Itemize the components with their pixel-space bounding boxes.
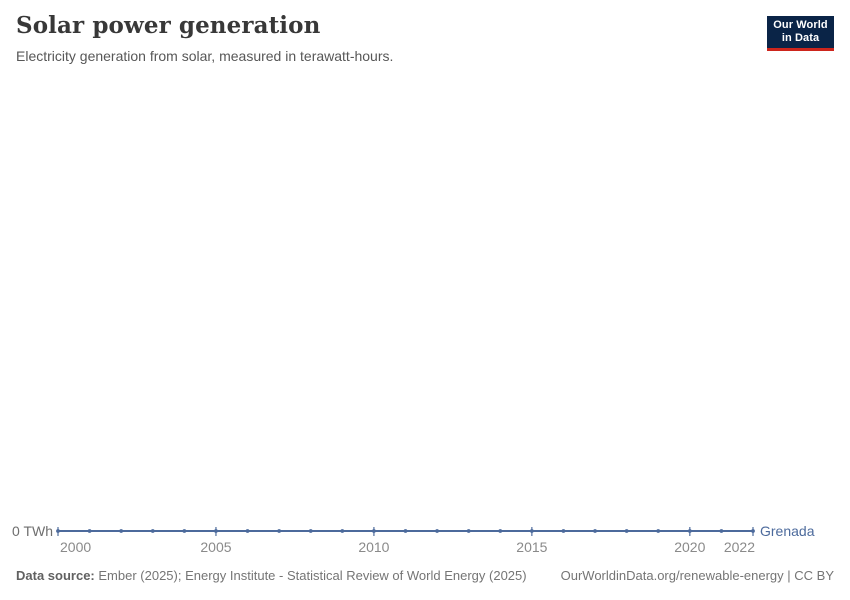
- data-point-dot[interactable]: [624, 529, 629, 533]
- data-point-dot[interactable]: [656, 529, 661, 533]
- data-point-dot[interactable]: [340, 529, 345, 533]
- data-point-dot[interactable]: [182, 529, 187, 533]
- owid-logo-line1: Our World: [773, 18, 828, 31]
- data-point-dot[interactable]: [150, 529, 155, 533]
- data-point-dot[interactable]: [372, 529, 376, 533]
- data-point-dot[interactable]: [561, 529, 566, 533]
- data-point-dot[interactable]: [119, 529, 124, 533]
- data-source-note[interactable]: Data source: Ember (2025); Energy Instit…: [16, 568, 527, 584]
- x-axis-tick-label: 2000: [60, 539, 91, 555]
- x-axis-tick-label: 2010: [358, 539, 389, 555]
- owid-logo[interactable]: Our World in Data: [767, 16, 834, 51]
- x-axis-tick-label: 2005: [200, 539, 231, 555]
- chart-footer: Data source: Ember (2025); Energy Instit…: [16, 568, 834, 584]
- page-title: Solar power generation: [16, 12, 321, 39]
- data-point-dot[interactable]: [719, 529, 724, 533]
- data-point-dot[interactable]: [87, 529, 92, 533]
- data-point-dot[interactable]: [498, 529, 503, 533]
- data-source-label: Data source:: [16, 568, 95, 583]
- data-point-dot[interactable]: [529, 529, 534, 533]
- chart-subtitle: Electricity generation from solar, measu…: [16, 47, 394, 64]
- y-axis-tick-label: 0 TWh: [12, 523, 53, 539]
- data-source-text[interactable]: Ember (2025); Energy Institute - Statist…: [98, 568, 527, 583]
- owid-logo-line2: in Data: [781, 32, 820, 44]
- x-axis-tick-label: 2022: [724, 539, 755, 555]
- owid-logo-box: Our World in Data: [767, 16, 834, 48]
- data-point-dot[interactable]: [687, 529, 692, 533]
- data-point-dot[interactable]: [308, 529, 313, 533]
- x-axis-tick-label: 2020: [674, 539, 705, 555]
- data-point-dot[interactable]: [751, 529, 755, 533]
- x-axis-tick-label: 2015: [516, 539, 547, 555]
- owid-url-license-link[interactable]: OurWorldinData.org/renewable-energy | CC…: [560, 568, 834, 583]
- data-point-dot[interactable]: [277, 529, 282, 533]
- entity-label[interactable]: Grenada: [760, 523, 815, 539]
- data-point-dot[interactable]: [245, 529, 250, 533]
- data-point-dot[interactable]: [466, 529, 471, 533]
- chart-header: Solar power generation Electricity gener…: [16, 12, 750, 65]
- data-point-dot[interactable]: [56, 529, 60, 533]
- data-point-dot[interactable]: [435, 529, 439, 533]
- data-point-dot[interactable]: [214, 529, 218, 533]
- owid-logo-accent-bar: [767, 48, 834, 51]
- data-point-dot[interactable]: [593, 529, 597, 533]
- data-point-dot[interactable]: [403, 529, 408, 533]
